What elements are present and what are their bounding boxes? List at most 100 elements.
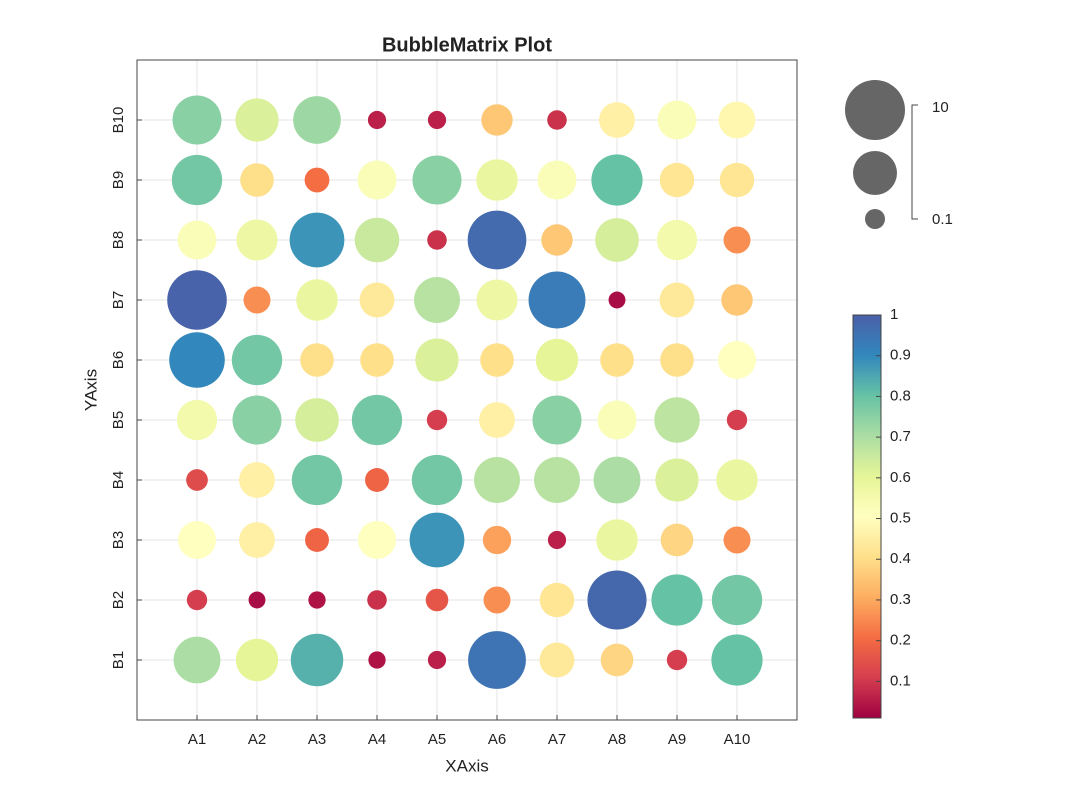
x-tick-label: A3: [308, 731, 326, 748]
bubble: [295, 398, 339, 442]
bubble: [535, 338, 579, 382]
bubble: [651, 574, 703, 626]
bubble: [718, 101, 756, 139]
bubble: [597, 400, 637, 440]
bubble: [411, 454, 463, 506]
bubble: [167, 270, 227, 330]
bubble: [367, 110, 387, 130]
bubble: [177, 220, 217, 260]
bubble: [541, 224, 573, 256]
bubble: [467, 210, 527, 270]
bubble: [176, 399, 218, 441]
bubble: [600, 343, 634, 377]
bubble: [547, 530, 567, 550]
bubble: [291, 454, 343, 506]
bubble: [425, 588, 449, 612]
bubble: [169, 332, 225, 388]
x-tick-label: A9: [668, 731, 686, 748]
x-axis-label: XAxis: [445, 756, 488, 775]
bubble: [655, 458, 699, 502]
x-tick-label: A10: [724, 731, 751, 748]
bubble: [479, 402, 515, 438]
bubble: [476, 279, 518, 321]
y-tick-label: B3: [110, 531, 127, 549]
x-tick-label: A5: [428, 731, 446, 748]
bubble: [474, 457, 520, 503]
colorbar-tick-label: 0.1: [890, 672, 911, 689]
bubble: [608, 291, 626, 309]
size-legend-bubble: [845, 80, 905, 140]
bubble: [726, 409, 748, 431]
bubble: [716, 459, 758, 501]
bubble: [293, 96, 341, 144]
size-legend-bubble: [865, 209, 885, 229]
bubble: [239, 522, 275, 558]
bubble: [711, 574, 763, 626]
bubble: [659, 162, 695, 198]
size-legend-bubble: [853, 151, 897, 195]
bubble: [232, 395, 282, 445]
plot-frame: [136, 59, 798, 721]
bubble: [178, 521, 216, 559]
bubble: [587, 570, 647, 630]
bubble: [528, 271, 586, 329]
plot-area: [137, 60, 797, 720]
bubble: [367, 590, 387, 610]
colorbar-tick-label: 0.6: [890, 469, 911, 486]
bubble: [409, 512, 465, 568]
size-legend-label: 0.1: [932, 211, 953, 228]
bubble: [659, 282, 695, 318]
colorbar-tick-label: 0.3: [890, 591, 911, 608]
bubble: [660, 523, 694, 557]
bubble: [172, 95, 222, 145]
size-legend-bracket: [911, 104, 918, 220]
bubble: [243, 286, 271, 314]
bubble: [427, 650, 447, 670]
bubble: [304, 167, 330, 193]
bubble: [718, 341, 756, 379]
chart-title: BubbleMatrix Plot: [382, 34, 552, 56]
size-legend-label: 10: [932, 99, 949, 116]
bubble: [595, 218, 639, 262]
bubble: [657, 100, 697, 140]
colorbar: [852, 314, 882, 719]
bubble: [532, 395, 582, 445]
bubble: [186, 589, 208, 611]
bubble: [360, 343, 394, 377]
bubble: [359, 282, 395, 318]
y-tick-label: B1: [110, 651, 127, 669]
bubble: [240, 163, 274, 197]
bubble: [305, 528, 329, 552]
bubble: [186, 469, 208, 491]
bubble: [666, 649, 688, 671]
y-tick-label: B9: [110, 171, 127, 189]
bubble: [308, 591, 326, 609]
colorbar-tick-label: 0.9: [890, 347, 911, 364]
colorbar-tick-label: 0.8: [890, 387, 911, 404]
x-tick-label: A7: [548, 731, 566, 748]
bubble: [427, 230, 447, 250]
bubble: [414, 277, 460, 323]
bubble: [248, 591, 266, 609]
bubble: [483, 586, 511, 614]
y-tick-label: B8: [110, 231, 127, 249]
bubble: [236, 219, 278, 261]
bubble: [654, 397, 700, 443]
bubble: [365, 468, 389, 492]
bubble: [547, 110, 567, 130]
y-axis-label: YAxis: [81, 369, 100, 411]
bubble: [173, 636, 221, 684]
colorbar-tick-label: 0.7: [890, 428, 911, 445]
y-tick-label: B2: [110, 591, 127, 609]
bubble: [599, 102, 635, 138]
bubble: [596, 519, 638, 561]
bubble: [481, 104, 513, 136]
bubble: [711, 634, 763, 686]
bubble: [354, 217, 400, 263]
bubble: [723, 526, 751, 554]
y-tick-label: B5: [110, 411, 127, 429]
y-tick-label: B4: [110, 471, 127, 489]
bubble: [296, 279, 338, 321]
bubble: [239, 462, 275, 498]
